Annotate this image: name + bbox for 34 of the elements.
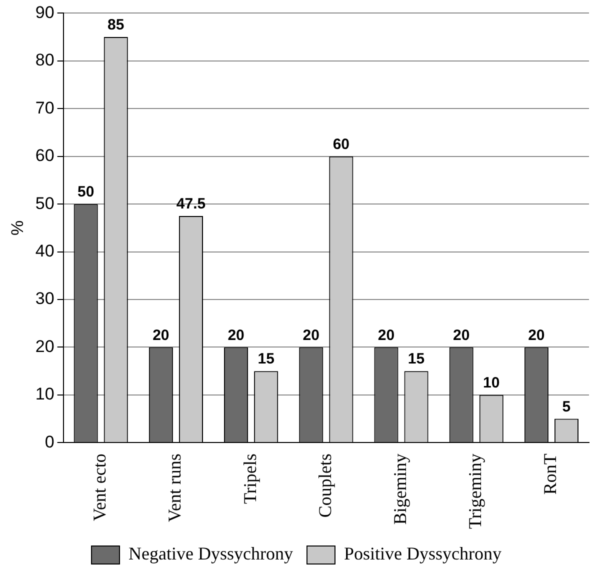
- data-label: 85: [108, 16, 124, 34]
- x-tick-label: Tripels: [240, 454, 260, 504]
- x-tick-label: Trigeminy: [465, 454, 486, 530]
- data-label: 20: [452, 326, 470, 344]
- x-tick-label: Vent ecto: [90, 454, 110, 522]
- legend-label: Positive Dyssychrony: [344, 544, 502, 564]
- y-tick-label: 80: [35, 50, 54, 70]
- y-tick-label: 50: [35, 194, 54, 213]
- y-tick-label: 0: [44, 432, 54, 452]
- legend-label: Negative Dyssychrony: [128, 544, 293, 564]
- data-label: 15: [258, 350, 274, 368]
- data-label: 20: [302, 326, 320, 344]
- y-tick-label: 20: [35, 336, 54, 356]
- x-tick-label: RonT: [540, 454, 560, 495]
- data-label: 5: [562, 398, 571, 416]
- x-tick-label: Bigeminy: [390, 454, 410, 525]
- data-label: 10: [483, 374, 500, 392]
- x-tick-label: Vent runs: [164, 454, 185, 522]
- y-tick-label: 60: [35, 146, 54, 166]
- y-axis-title: %: [8, 220, 27, 236]
- data-label: 15: [408, 350, 425, 368]
- data-label: 20: [228, 326, 244, 344]
- y-tick-label: 10: [35, 384, 54, 404]
- y-tick-label: 70: [35, 98, 54, 118]
- y-tick-label: 30: [35, 289, 54, 308]
- data-label: 20: [378, 326, 395, 344]
- x-tick-label: Couplets: [314, 454, 335, 518]
- data-label: 20: [528, 326, 545, 344]
- y-tick-label: 40: [35, 241, 54, 260]
- data-label: 50: [77, 184, 94, 201]
- y-tick-label: 90: [35, 2, 54, 22]
- data-label: 60: [332, 136, 350, 153]
- data-label: 47.5: [176, 196, 206, 213]
- data-label: 20: [152, 326, 170, 344]
